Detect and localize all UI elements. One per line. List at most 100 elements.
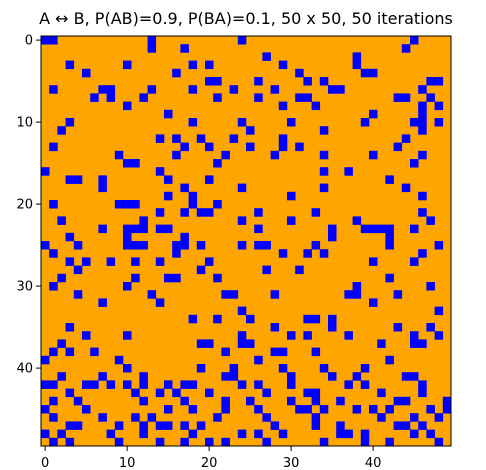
heatmap-cell — [65, 388, 75, 398]
heatmap-cell — [237, 339, 247, 348]
heatmap-cell — [65, 118, 75, 127]
heatmap-cell — [98, 85, 107, 94]
heatmap-cell — [155, 437, 165, 447]
heatmap-cell — [131, 388, 140, 398]
heatmap-cell — [180, 208, 189, 217]
heatmap-cell — [385, 405, 394, 414]
heatmap-cell — [229, 372, 239, 381]
heatmap-cell — [221, 347, 230, 357]
heatmap-cell — [336, 429, 345, 439]
heatmap-cell — [221, 405, 230, 414]
x-tick-label: 30 — [283, 456, 300, 470]
heatmap-cell — [246, 142, 255, 152]
chart-title: A ↔ B, P(AB)=0.9, P(BA)=0.1, 50 x 50, 50… — [39, 9, 453, 28]
heatmap-cell — [237, 183, 247, 193]
heatmap-cell — [311, 421, 321, 430]
heatmap-cell — [196, 265, 206, 275]
heatmap-cell — [434, 118, 444, 127]
heatmap-cell — [213, 77, 222, 86]
heatmap-cell — [164, 191, 173, 201]
heatmap-cell — [401, 44, 411, 53]
heatmap-cell — [410, 224, 419, 234]
x-tick-label: 40 — [365, 456, 382, 470]
heatmap-cell — [278, 347, 288, 357]
heatmap-cell — [188, 191, 198, 201]
heatmap-cell — [188, 429, 198, 439]
heatmap-cell — [295, 265, 304, 275]
heatmap-cell — [180, 396, 189, 406]
heatmap-cell — [155, 208, 165, 217]
heatmap-cell — [328, 323, 337, 332]
heatmap-cell — [172, 241, 181, 250]
heatmap-cell — [434, 101, 444, 111]
heatmap-cell — [98, 413, 107, 422]
heatmap-cell — [270, 85, 280, 94]
heatmap-cell — [278, 101, 288, 111]
heatmap-cell — [319, 183, 329, 193]
heatmap-cell — [205, 208, 214, 217]
heatmap-cell — [123, 101, 132, 111]
heatmap-cell — [131, 413, 140, 422]
heatmap-cell — [278, 364, 288, 373]
heatmap-cell — [369, 298, 378, 307]
heatmap-cell — [254, 429, 263, 439]
heatmap-cell — [131, 241, 140, 250]
heatmap-cell — [262, 388, 271, 398]
heatmap-cell — [278, 134, 288, 143]
heatmap-cell — [319, 77, 329, 86]
heatmap-cell — [385, 224, 394, 234]
heatmap-cell — [49, 413, 58, 422]
heatmap-cell — [131, 273, 140, 283]
heatmap-cell — [221, 437, 230, 447]
heatmap-cell — [131, 257, 140, 266]
heatmap-cell — [229, 85, 239, 94]
heatmap-cell — [410, 372, 419, 381]
heatmap-cell — [139, 396, 148, 406]
heatmap-cell — [164, 380, 173, 389]
heatmap-cell — [213, 200, 222, 209]
heatmap-cell — [311, 388, 321, 398]
heatmap-cell — [295, 68, 304, 78]
heatmap-cell — [213, 314, 222, 324]
heatmap-cell — [237, 241, 247, 250]
heatmap-cell — [213, 273, 222, 283]
heatmap-cell — [336, 396, 345, 406]
heatmap-cell — [65, 421, 75, 430]
heatmap-cell — [123, 224, 132, 234]
heatmap-cell — [73, 265, 83, 275]
heatmap-cell — [98, 224, 107, 234]
heatmap-cell — [237, 118, 247, 127]
heatmap-cell — [287, 216, 296, 225]
heatmap-cell — [344, 331, 353, 340]
heatmap-cell — [139, 380, 148, 389]
heatmap-cell — [426, 93, 435, 102]
heatmap-cell — [57, 429, 66, 439]
heatmap-cell — [188, 380, 198, 389]
heatmap-cell — [147, 413, 157, 422]
heatmap-cell — [221, 290, 230, 299]
heatmap-cell — [205, 257, 214, 266]
heatmap-cell — [41, 36, 50, 45]
heatmap-cell — [229, 290, 239, 299]
heatmap-cell — [49, 282, 58, 291]
heatmap-cell — [336, 421, 345, 430]
heatmap-cell — [65, 257, 75, 266]
heatmap-cell — [303, 77, 312, 86]
heatmap-cell — [41, 380, 50, 389]
heatmap-cell — [65, 175, 75, 184]
heatmap-cell — [49, 249, 58, 258]
heatmap-cell — [49, 437, 58, 447]
heatmap-cell — [344, 429, 353, 439]
heatmap-cell — [295, 93, 304, 102]
heatmap-cells — [41, 36, 452, 447]
heatmap-cell — [139, 421, 148, 430]
heatmap-cell — [418, 191, 427, 201]
heatmap-cell — [90, 347, 99, 357]
heatmap-cell — [369, 405, 378, 414]
heatmap-cell — [155, 421, 165, 430]
heatmap-cell — [123, 331, 132, 340]
heatmap-cell — [164, 273, 173, 283]
heatmap-cell — [434, 437, 444, 447]
heatmap-cell — [114, 200, 124, 209]
